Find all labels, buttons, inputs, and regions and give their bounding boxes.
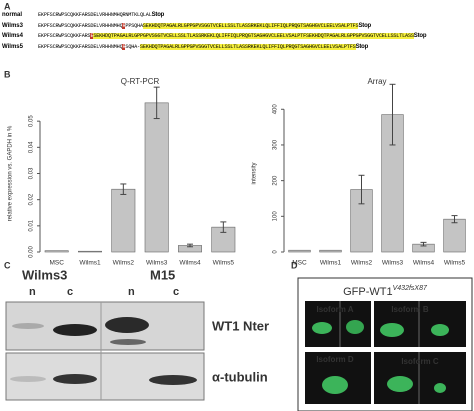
- sequence-plain: SQHA-: [125, 43, 140, 50]
- sequence-stop: Stop: [413, 33, 427, 40]
- error-bar: [420, 241, 427, 247]
- sequence-row: normal EKPFSCRWPSCQKKFARSDELVRHHNMHQRNMTK…: [2, 10, 472, 21]
- bar: [288, 249, 311, 253]
- sequence-plain: EKPFSCRWPSCQKKFARSDELVRHHNMHQ: [38, 43, 123, 50]
- lane-label: c: [67, 286, 73, 298]
- lane-label: n: [128, 286, 135, 298]
- sequence-name: Wilms3: [2, 22, 23, 29]
- image-label: Isoform D: [316, 355, 354, 364]
- western-blot: [5, 301, 205, 401]
- sequence: EKPFSCRWPSCQKKFARSDELVRHHNMHQRSQHA-SEKHD…: [38, 43, 369, 50]
- bar: [144, 102, 169, 253]
- sequence: EKPFSCRWPSCQKKFARSDELVRHHNMHQRPPSQHASEKH…: [38, 22, 371, 29]
- x-tick-label: Wilms2: [113, 260, 135, 267]
- y-tick-label: 0.03: [29, 167, 35, 179]
- chart-title: Array: [367, 77, 386, 86]
- sequence-frameshift: SEKHDQTPAGALRLGPPGPVSGGTVCELLSSLTLASSRKE…: [93, 33, 414, 40]
- sequence-alignment: normal EKPFSCRWPSCQKKFARSDELVRHHNMHQRNMTK…: [2, 2, 472, 52]
- title-superscript: V432fsX87: [393, 285, 428, 292]
- sequence-row: Wilms4 EKPFSCRWPSCQKKFARSESEKHDQTPAGALRLG…: [2, 31, 472, 42]
- y-tick-label: 0: [273, 250, 279, 254]
- sequence-mutation: R: [122, 43, 126, 50]
- sequence-row: Wilms3 EKPFSCRWPSCQKKFARSDELVRHHNMHQRPPSQ…: [2, 21, 472, 32]
- sample-label: M15: [150, 267, 175, 282]
- y-tick-label: 0.00: [29, 246, 35, 258]
- microscopy: [305, 301, 466, 404]
- x-tick-label: Wilms3: [146, 260, 168, 267]
- sequence-stop: Stop: [355, 43, 369, 50]
- bar: [44, 250, 69, 253]
- sequence: EKPFSCRWPSCQKKFARSESEKHDQTPAGALRLGPPGPVS…: [38, 33, 427, 40]
- x-tick-label: Wilms1: [320, 260, 342, 267]
- panel-label: B: [4, 69, 11, 79]
- sequence-plain: EKPFSCRWPSCQKKFARS: [38, 33, 91, 40]
- blot-label: WT1 Nter: [212, 318, 269, 333]
- x-tick-label: Wilms3: [382, 260, 404, 267]
- error-bar: [153, 86, 160, 120]
- x-tick-label: Wilms4: [179, 260, 201, 267]
- sequence-plain: PPSQHA: [125, 22, 143, 29]
- x-tick-label: Wilms5: [444, 260, 466, 267]
- x-tick-label: Wilms1: [79, 260, 101, 267]
- sequence-name: Wilms5: [2, 43, 23, 50]
- image-label: Isoform B: [391, 305, 429, 314]
- lane-label: c: [173, 286, 179, 298]
- bar: [319, 249, 342, 253]
- bar: [443, 218, 466, 253]
- y-axis-label: intensity: [252, 162, 258, 184]
- bar: [111, 188, 136, 253]
- bar: [78, 250, 102, 253]
- sequence-stop: Stop: [358, 22, 371, 29]
- sequence-name: normal: [2, 12, 23, 19]
- y-tick-label: 0.05: [29, 115, 35, 127]
- y-axis-label: relative expression vs. GAPDH in %: [8, 125, 14, 221]
- y-tick-label: 0.04: [29, 141, 35, 153]
- sequence: EKPFSCRWPSCQKKFARSDELVRHHNMHQRNMTKLQLALS…: [38, 12, 164, 18]
- panel-label: D: [291, 260, 298, 270]
- x-tick-label: MSC: [49, 260, 64, 267]
- error-bar: [389, 83, 396, 146]
- sequence-mutation: R: [122, 22, 126, 29]
- error-bar: [358, 174, 365, 205]
- panel-label: C: [4, 260, 11, 270]
- error-bar: [220, 221, 227, 233]
- sequence-plain: EKPFSCRWPSCQKKFARSDELVRHHNMHQ: [38, 22, 123, 29]
- blot-label: α-tubulin: [212, 369, 268, 384]
- y-tick-label: 100: [273, 211, 279, 222]
- sequence-stop: Stop: [151, 12, 165, 19]
- lane-label: n: [29, 286, 36, 298]
- x-tick-label: Wilms2: [351, 260, 373, 267]
- error-bar: [187, 243, 193, 248]
- sequence-name: Wilms4: [2, 33, 23, 40]
- sequence-row: Wilms5 EKPFSCRWPSCQKKFARSDELVRHHNMHQRSQHA…: [2, 42, 472, 53]
- sample-label: Wilms3: [22, 267, 67, 282]
- y-tick-label: 300: [273, 139, 279, 150]
- sequence-plain: EKPFSCRWPSCQKKFARSDELVRHHNMHQRNMTKLQLAL: [38, 12, 152, 19]
- sequence-frameshift: SEKHDQTPAGALRLGPPGPVSGGTVCELLSSLTLASSRKE…: [139, 43, 356, 50]
- chart-title: Q-RT-PCR: [121, 77, 160, 86]
- sequence-frameshift: SEKHDQTPAGALRLGPPGPVSGGTVCELLSSLTLASSRKE…: [142, 22, 359, 29]
- x-tick-label: MSC: [292, 260, 307, 267]
- x-tick-label: Wilms5: [213, 260, 235, 267]
- image-label: Isoform A: [316, 305, 353, 314]
- error-bar: [120, 183, 127, 195]
- x-tick-label: Wilms4: [413, 260, 435, 267]
- y-tick-label: 0.01: [29, 219, 35, 231]
- title-text: GFP-WT1: [343, 286, 393, 298]
- image-title: GFP-WT1V432fsX87: [343, 285, 428, 298]
- y-tick-label: 0.02: [29, 193, 35, 205]
- y-tick-label: 400: [273, 104, 279, 115]
- image-label: Isoform C: [401, 357, 439, 366]
- panel-label: A: [4, 1, 11, 11]
- sequence-mutation: E: [90, 33, 94, 40]
- y-tick-label: 200: [273, 175, 279, 186]
- error-bar: [451, 215, 458, 224]
